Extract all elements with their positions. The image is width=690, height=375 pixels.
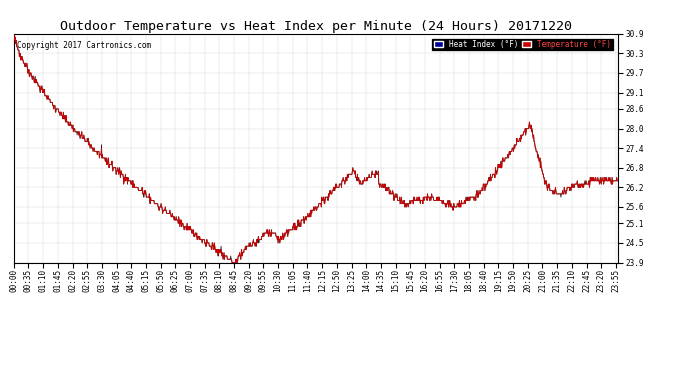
Legend: Heat Index (°F), Temperature (°F): Heat Index (°F), Temperature (°F)	[431, 38, 613, 51]
Text: Copyright 2017 Cartronics.com: Copyright 2017 Cartronics.com	[17, 40, 151, 50]
Title: Outdoor Temperature vs Heat Index per Minute (24 Hours) 20171220: Outdoor Temperature vs Heat Index per Mi…	[59, 20, 572, 33]
